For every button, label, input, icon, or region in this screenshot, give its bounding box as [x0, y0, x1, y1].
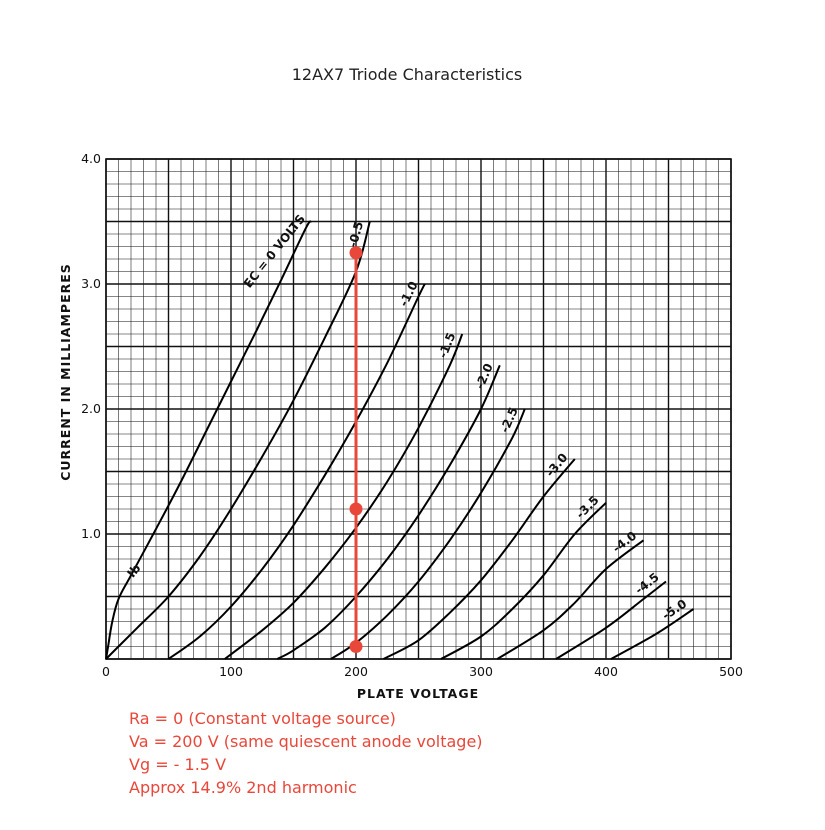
x-tick-label: 300 [469, 664, 493, 679]
y-tick-label: 3.0 [81, 276, 101, 291]
note-line: Vg = - 1.5 V [129, 755, 227, 774]
ib-label: Ib [124, 561, 143, 580]
curve-line [440, 502, 607, 660]
curve-label: -0.5 [346, 220, 366, 249]
load-line-overlay [349, 246, 363, 653]
x-tick-label: 400 [594, 664, 618, 679]
operating-point-marker [349, 502, 363, 516]
note-line: Va = 200 V (same quiescent anode voltage… [129, 732, 483, 751]
operating-point-marker [349, 640, 363, 653]
x-tick-label: 200 [344, 664, 368, 679]
curve-line [383, 458, 576, 660]
curve-line [167, 283, 426, 660]
curve-line [555, 580, 667, 660]
curve-label: -5.0 [660, 597, 690, 623]
note-line: Approx 14.9% 2nd harmonic [129, 778, 357, 797]
curve-line [610, 608, 695, 660]
characteristics-chart: 12AX7 Triode Characteristics 0 100 200 300 4… [58, 65, 743, 701]
x-tick-label: 0 [102, 664, 110, 679]
x-tick-label: 100 [219, 664, 243, 679]
y-axis-title: CURRENT IN MILLIAMPERES [58, 263, 73, 481]
curve-line [105, 221, 371, 660]
curve-label: EC = 0 VOLTS [241, 212, 308, 291]
curve-label: -4.0 [610, 529, 639, 556]
curve-label: -3.0 [543, 450, 571, 479]
curve-labels: EC = 0 VOLTSIb-0.5-1.0-1.5-2.0-2.5-3.0-3… [124, 212, 689, 623]
plot-frame [105, 158, 732, 660]
operating-point-marker [349, 246, 363, 260]
chart-title: 12AX7 Triode Characteristics [292, 65, 522, 84]
curve-label: -2.0 [473, 361, 496, 391]
note-line: Ra = 0 (Constant voltage source) [129, 709, 396, 728]
analysis-notes: Ra = 0 (Constant voltage source) Va = 20… [129, 707, 483, 799]
x-tick-label: 500 [719, 664, 743, 679]
x-axis-title: PLATE VOLTAGE [357, 686, 479, 701]
grid [105, 158, 732, 660]
curve-label: -3.5 [573, 493, 601, 521]
curve-label: -4.5 [632, 570, 661, 597]
y-tick-label: 4.0 [81, 151, 101, 166]
y-tick-label: 1.0 [81, 526, 101, 541]
curve-line [496, 539, 645, 660]
curve-line [276, 364, 501, 660]
curve-line [105, 220, 312, 660]
tick-labels: 0 100 200 300 400 500 1.0 2.0 3.0 4.0 [81, 151, 743, 679]
y-tick-label: 2.0 [81, 401, 101, 416]
